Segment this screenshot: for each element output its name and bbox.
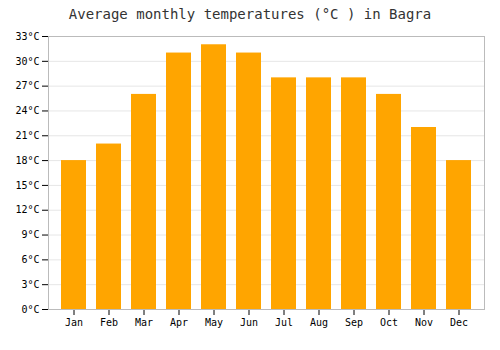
svg-text:12°C: 12°C (15, 204, 39, 215)
svg-text:27°C: 27°C (15, 80, 39, 91)
svg-text:Nov: Nov (415, 317, 433, 328)
svg-text:Jun: Jun (240, 317, 258, 328)
svg-text:Jul: Jul (275, 317, 293, 328)
svg-text:24°C: 24°C (15, 105, 39, 116)
svg-text:Aug: Aug (310, 317, 328, 328)
svg-text:Jan: Jan (65, 317, 83, 328)
svg-text:18°C: 18°C (15, 155, 39, 166)
svg-text:9°C: 9°C (21, 229, 39, 240)
svg-text:33°C: 33°C (15, 31, 39, 42)
svg-text:Sep: Sep (345, 317, 363, 328)
svg-text:15°C: 15°C (15, 180, 39, 191)
svg-text:6°C: 6°C (21, 254, 39, 265)
svg-text:May: May (205, 317, 223, 328)
svg-text:Feb: Feb (100, 317, 118, 328)
svg-text:Mar: Mar (135, 317, 153, 328)
svg-text:0°C: 0°C (21, 304, 39, 315)
svg-text:Dec: Dec (450, 317, 468, 328)
svg-text:30°C: 30°C (15, 56, 39, 67)
svg-text:Oct: Oct (380, 317, 398, 328)
svg-text:Apr: Apr (170, 317, 188, 328)
svg-text:21°C: 21°C (15, 130, 39, 141)
html-text:Average monthly temperatures (: Average monthly temperatures (°C ) in Ba… (68, 6, 432, 22)
svg-text:3°C: 3°C (21, 279, 39, 290)
